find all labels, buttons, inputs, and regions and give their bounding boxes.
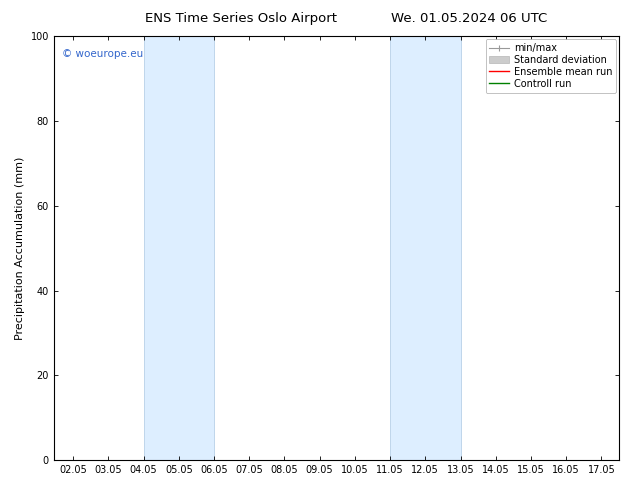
Text: ENS Time Series Oslo Airport: ENS Time Series Oslo Airport xyxy=(145,12,337,25)
Y-axis label: Precipitation Accumulation (mm): Precipitation Accumulation (mm) xyxy=(15,156,25,340)
Bar xyxy=(390,36,460,460)
Text: We. 01.05.2024 06 UTC: We. 01.05.2024 06 UTC xyxy=(391,12,547,25)
Text: © woeurope.eu: © woeurope.eu xyxy=(62,49,143,59)
Bar xyxy=(143,36,214,460)
Legend: min/max, Standard deviation, Ensemble mean run, Controll run: min/max, Standard deviation, Ensemble me… xyxy=(486,39,616,93)
